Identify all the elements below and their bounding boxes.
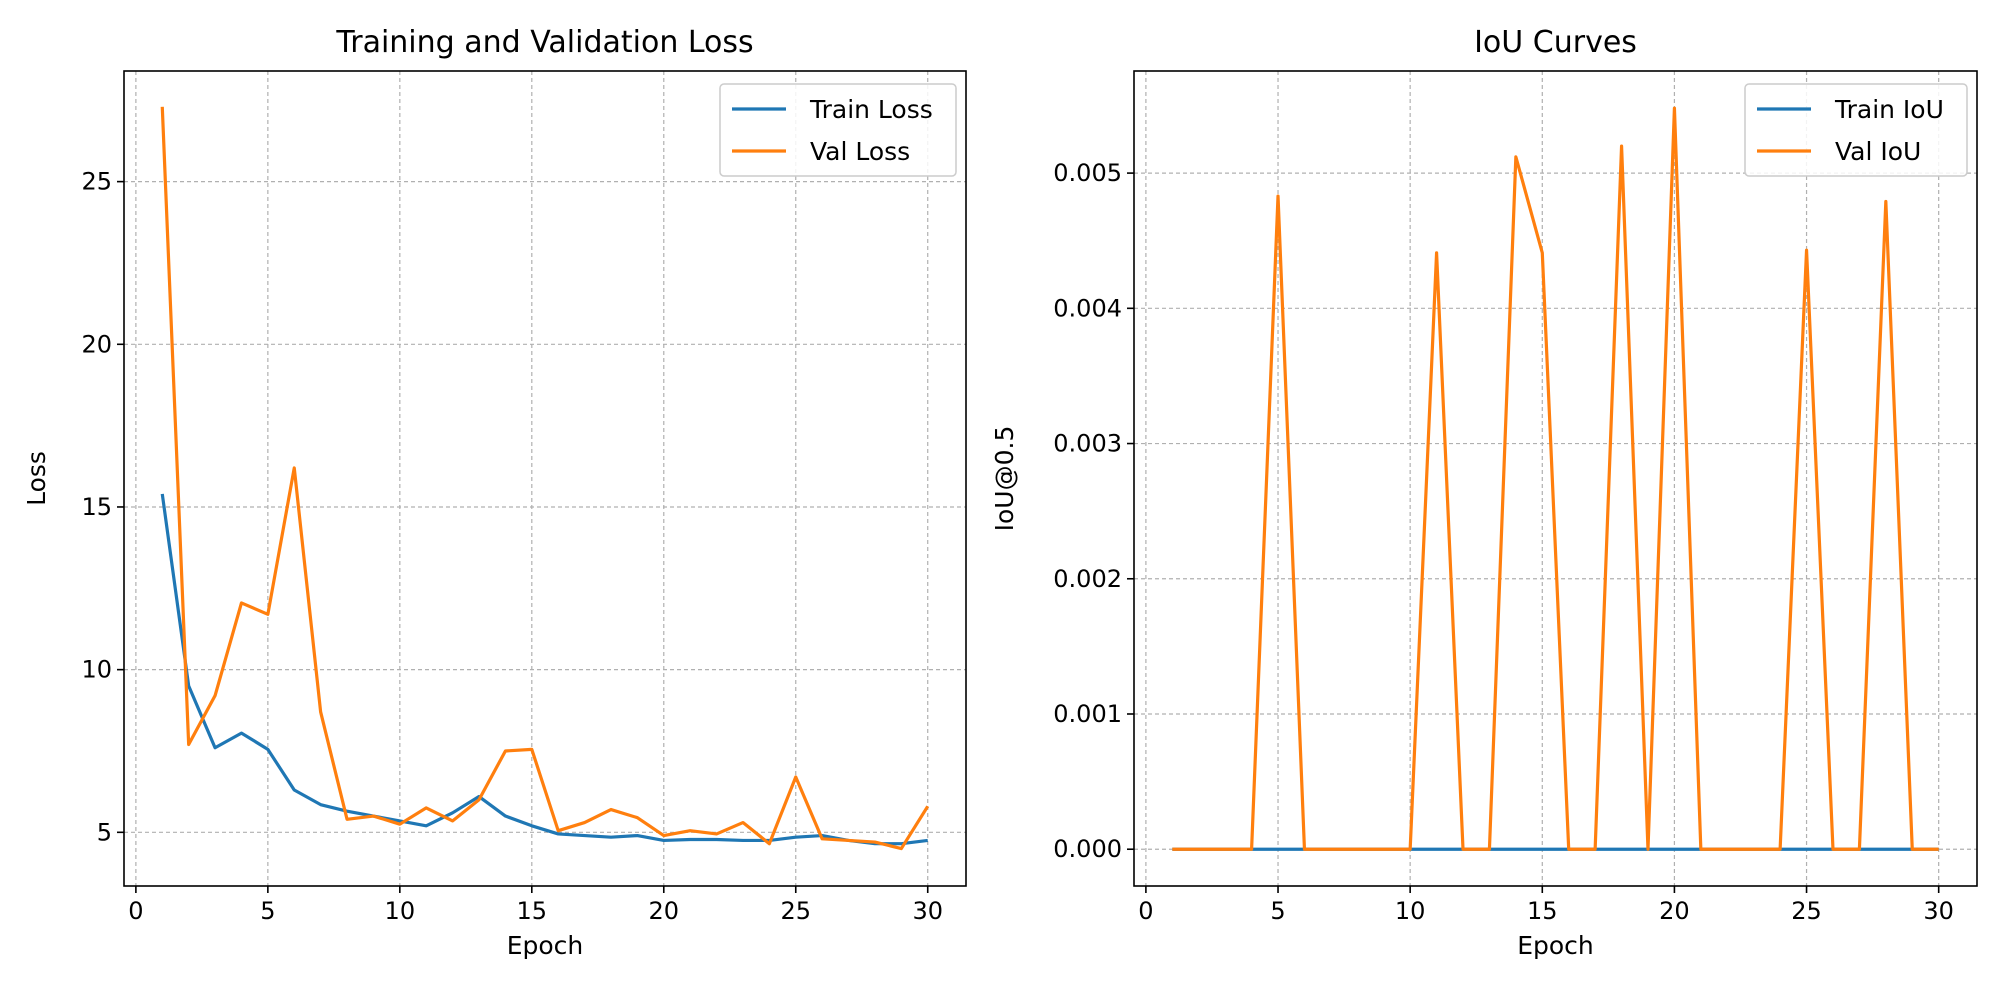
loss-chart-title: Training and Validation Loss <box>335 25 753 60</box>
iou-legend: Train IoU Val IoU <box>1744 83 1968 177</box>
iou-legend-label-0: Train IoU <box>1834 95 1944 124</box>
loss-legend-label-1: Val Loss <box>810 137 910 166</box>
loss-x-axis-label: Epoch <box>507 931 584 960</box>
iou-xtick-label: 5 <box>1270 897 1285 925</box>
iou-xtick-label: 20 <box>1659 897 1690 925</box>
iou-ytick-label: 0.004 <box>1053 294 1122 322</box>
iou-xtick-label: 25 <box>1791 897 1822 925</box>
iou-xtick-label: 30 <box>1923 897 1954 925</box>
loss-xtick-label: 0 <box>128 897 143 925</box>
loss-xtick-label: 5 <box>260 897 275 925</box>
loss-ytick-label: 25 <box>81 168 112 196</box>
loss-chart-panel: 0 5 10 15 20 25 30 5 10 15 20 25 Training and Valida… <box>22 25 967 960</box>
loss-xtick-label: 10 <box>385 897 416 925</box>
iou-y-axis-label: IoU@0.5 <box>990 426 1019 532</box>
iou-axes-frame <box>1133 70 1978 887</box>
loss-series-0-line <box>160 493 928 846</box>
iou-x-axis-label: Epoch <box>1517 931 1594 960</box>
loss-ytick-label: 10 <box>81 656 112 684</box>
iou-series-1-line <box>1172 106 1939 851</box>
iou-legend-box <box>1744 83 1968 177</box>
iou-xtick-label: 10 <box>1395 897 1426 925</box>
iou-legend-label-1: Val IoU <box>1835 137 1921 166</box>
loss-legend-label-0: Train Loss <box>809 95 933 124</box>
loss-ytick-label: 5 <box>97 818 112 846</box>
loss-xtick-label: 20 <box>649 897 680 925</box>
loss-y-axis-label: Loss <box>22 451 51 506</box>
loss-xtick-label: 25 <box>780 897 811 925</box>
loss-legend-box <box>719 83 957 177</box>
iou-ytick-label: 0.005 <box>1053 159 1122 187</box>
iou-ytick-label: 0.003 <box>1053 430 1122 458</box>
loss-ytick-label: 20 <box>81 330 112 358</box>
loss-xtick-label: 15 <box>517 897 548 925</box>
loss-legend: Train Loss Val Loss <box>719 83 957 177</box>
iou-ytick-label: 0.002 <box>1053 565 1122 593</box>
iou-ytick-label: 0.001 <box>1053 700 1122 728</box>
loss-series-1-line <box>160 106 930 851</box>
iou-xtick-label: 0 <box>1138 897 1153 925</box>
iou-xtick-label: 15 <box>1527 897 1558 925</box>
loss-xtick-label: 30 <box>912 897 943 925</box>
iou-chart-panel: 0 5 10 15 20 25 30 0.000 0.001 0.002 0.003 0.004 0.0… <box>990 25 1978 960</box>
loss-ytick-label: 15 <box>81 493 112 521</box>
loss-axes-frame <box>123 70 967 887</box>
iou-ytick-label: 0.000 <box>1053 835 1122 863</box>
iou-chart-title: IoU Curves <box>1474 25 1637 60</box>
